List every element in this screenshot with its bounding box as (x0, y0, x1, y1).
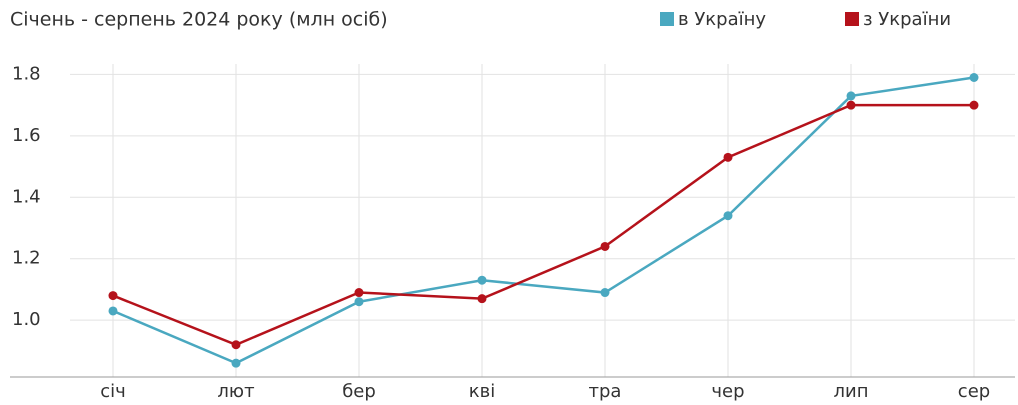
legend-label: в Україну (678, 9, 766, 30)
legend-label: з України (863, 9, 951, 30)
chart-title: Січень - серпень 2024 року (млн осіб) (10, 9, 388, 31)
point (969, 100, 979, 110)
series-line (112, 103, 974, 347)
point (231, 340, 241, 350)
point (600, 241, 610, 251)
y-tick-label: 1.6 (12, 125, 41, 146)
x-tick-label: сер (958, 381, 990, 402)
point (846, 91, 856, 101)
point (846, 100, 856, 110)
point (354, 297, 364, 307)
x-tick-label: лют (217, 381, 254, 402)
y-tick-label: 1.2 (12, 248, 41, 269)
point (477, 294, 487, 304)
series-line (112, 76, 975, 365)
legend-swatch (845, 12, 859, 26)
point (108, 306, 118, 316)
point (723, 211, 733, 221)
x-tick-label: лип (834, 381, 869, 402)
point (354, 288, 364, 298)
x-tick-label: кві (469, 381, 495, 402)
y-tick-label: 1.0 (12, 309, 41, 330)
y-tick-label: 1.4 (12, 186, 41, 207)
point (108, 291, 118, 301)
x-tick-label: бер (342, 381, 376, 402)
point (723, 152, 733, 162)
x-tick-label: чер (711, 381, 744, 402)
point (600, 288, 610, 298)
x-tick-label: січ (100, 381, 126, 402)
x-tick-label: тра (589, 381, 622, 402)
y-tick-label: 1.8 (12, 63, 41, 84)
point (477, 275, 487, 285)
legend-swatch (660, 12, 674, 26)
point (969, 73, 979, 83)
point (231, 358, 241, 368)
